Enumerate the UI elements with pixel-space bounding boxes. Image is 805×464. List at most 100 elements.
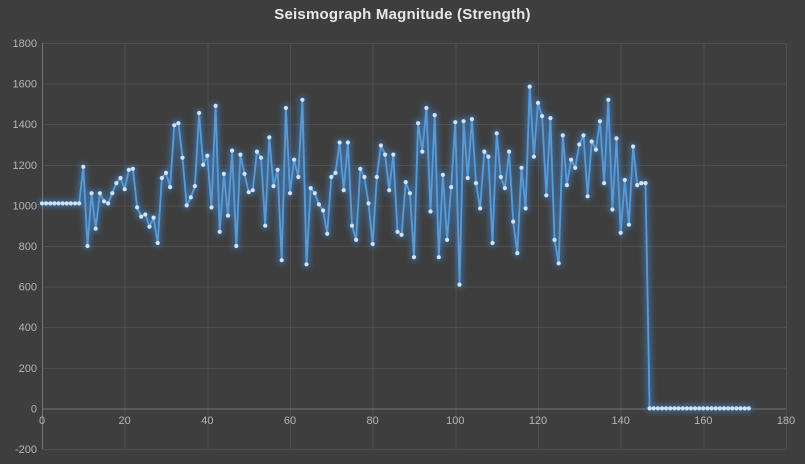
data-point-marker	[457, 282, 462, 287]
data-point-marker	[519, 165, 524, 170]
data-point-marker	[254, 149, 259, 154]
data-point-marker	[721, 406, 727, 411]
data-point-marker	[573, 165, 578, 170]
data-point-marker	[238, 152, 243, 157]
data-point-marker	[420, 149, 425, 154]
data-point-marker	[329, 174, 334, 180]
data-point-marker	[593, 147, 599, 152]
data-point-marker	[622, 177, 627, 183]
data-point-marker	[610, 207, 615, 212]
data-point-marker	[155, 240, 160, 246]
x-tick-label: 120	[529, 415, 547, 427]
data-point-marker	[473, 181, 479, 186]
data-point-marker	[502, 186, 507, 191]
data-point-marker	[631, 144, 636, 149]
data-point-marker	[684, 406, 689, 411]
data-point-marker	[39, 201, 45, 206]
data-point-marker	[734, 406, 739, 411]
data-point-marker	[110, 191, 115, 196]
data-point-marker	[730, 406, 735, 411]
data-point-marker	[535, 100, 541, 105]
data-point-marker	[424, 105, 429, 111]
data-point-marker	[726, 406, 731, 411]
data-point-marker	[602, 181, 607, 186]
data-point-marker	[135, 205, 140, 210]
data-point-marker	[151, 215, 156, 220]
data-point-marker	[64, 201, 69, 206]
y-tick-label: 800	[19, 241, 37, 253]
data-point-marker	[544, 193, 549, 198]
data-point-marker	[201, 162, 206, 167]
data-point-marker	[60, 201, 65, 206]
data-point-marker	[242, 171, 247, 176]
data-point-marker	[263, 223, 268, 228]
x-tick-label: 140	[611, 415, 629, 427]
data-point-marker	[316, 202, 321, 207]
data-point-marker	[283, 105, 288, 111]
data-point-marker	[114, 181, 119, 186]
y-tick-label: 1200	[13, 160, 37, 172]
data-point-marker	[101, 199, 107, 204]
data-point-marker	[738, 406, 743, 411]
data-point-marker	[705, 406, 710, 411]
data-point-marker	[440, 172, 445, 177]
data-point-marker	[664, 406, 669, 411]
data-point-marker	[651, 406, 656, 411]
data-point-marker	[523, 206, 528, 211]
data-point-marker	[304, 262, 309, 267]
data-point-marker	[126, 167, 131, 172]
data-point-marker	[531, 154, 537, 159]
data-point-marker	[713, 406, 718, 411]
data-point-marker	[93, 226, 98, 231]
data-point-marker	[118, 175, 123, 181]
data-point-marker	[275, 167, 280, 172]
data-point-marker	[366, 201, 371, 206]
data-point-marker	[589, 139, 594, 144]
x-tick-label: 100	[446, 415, 464, 427]
data-point-marker	[606, 97, 611, 102]
data-point-marker	[407, 191, 412, 196]
data-point-marker	[647, 406, 652, 411]
y-tick-label: -200	[15, 444, 37, 456]
data-point-marker	[465, 175, 470, 181]
data-point-marker	[693, 406, 698, 411]
x-tick-label: 40	[201, 415, 213, 427]
data-point-marker	[225, 213, 231, 218]
data-point-marker	[73, 201, 78, 206]
data-point-marker	[143, 212, 148, 217]
data-point-marker	[564, 183, 570, 188]
y-tick-label: 1600	[13, 79, 37, 91]
data-point-marker	[221, 171, 226, 176]
data-point-marker	[147, 224, 152, 229]
data-point-marker	[507, 149, 512, 154]
data-point-marker	[130, 166, 135, 171]
data-point-marker	[197, 110, 202, 116]
data-point-marker	[279, 258, 284, 263]
data-point-marker	[697, 406, 702, 411]
data-point-marker	[672, 406, 677, 411]
data-point-marker	[585, 194, 590, 199]
data-point-marker	[659, 406, 665, 411]
data-point-marker	[391, 152, 396, 157]
y-tick-label: 1000	[13, 200, 37, 212]
data-point-marker	[548, 116, 553, 121]
x-tick-label: 180	[777, 415, 795, 427]
data-point-marker	[515, 251, 520, 256]
x-tick-label: 80	[367, 415, 379, 427]
data-point-marker	[643, 181, 648, 186]
data-point-marker	[337, 140, 342, 145]
data-point-marker	[742, 406, 747, 411]
data-point-marker	[618, 230, 623, 235]
data-point-marker	[312, 191, 317, 196]
data-point-marker	[81, 164, 86, 169]
chart-title: Seismograph Magnitude (Strength)	[274, 6, 531, 23]
data-point-marker	[490, 240, 495, 246]
data-point-marker	[469, 117, 474, 122]
data-point-marker	[655, 406, 661, 411]
data-point-marker	[321, 208, 326, 213]
data-point-marker	[106, 201, 111, 206]
data-point-marker	[354, 237, 359, 242]
data-point-marker	[341, 188, 346, 193]
